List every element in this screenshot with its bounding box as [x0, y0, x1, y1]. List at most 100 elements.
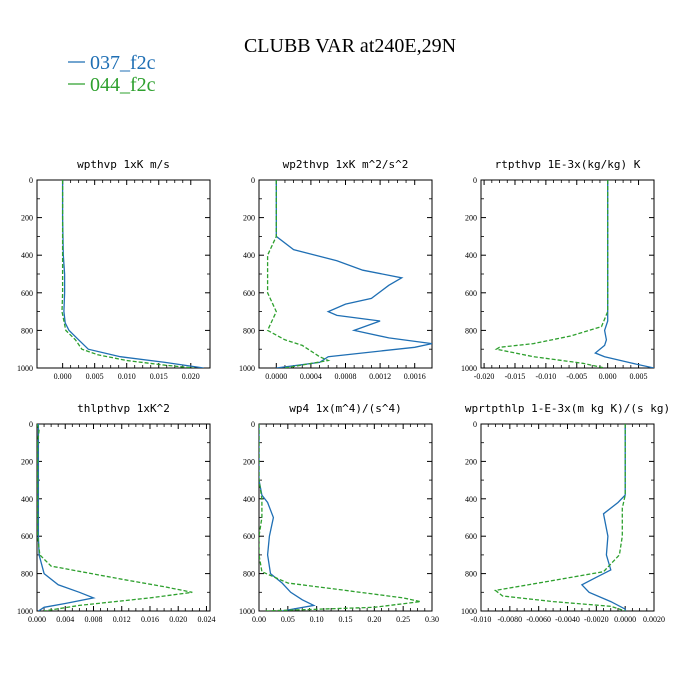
y-tick-label: 0: [251, 176, 255, 185]
plot-frame: [36, 423, 211, 612]
series-line-044_f2c: [61, 180, 195, 368]
panel-title: thlpthvp 1xK^2: [77, 402, 170, 415]
y-tick-label: 600: [465, 532, 477, 541]
x-tick-label: 0.012: [113, 615, 131, 624]
x-tick-label: 0.20: [367, 615, 381, 624]
y-tick-label: 0: [29, 420, 33, 429]
y-tick-label: 600: [21, 289, 33, 298]
panel-title: wp4 1x(m^4)/(s^4): [289, 402, 402, 415]
y-tick-label: 0: [473, 176, 477, 185]
y-tick-label: 400: [465, 495, 477, 504]
x-tick-label: 0.008: [84, 615, 102, 624]
panel-title: wprtpthlp 1-E-3x(m kg K)/(s kg): [465, 402, 670, 415]
legend: 037_f2c 044_f2c: [68, 52, 156, 96]
y-tick-label: 800: [465, 326, 477, 335]
y-tick-label: 1000: [461, 607, 477, 616]
y-tick-label: 1000: [239, 607, 255, 616]
y-tick-label: 200: [21, 214, 33, 223]
x-tick-label: 0.0000: [614, 615, 636, 624]
x-tick-label: 0.15: [339, 615, 353, 624]
y-tick-label: 400: [465, 251, 477, 260]
y-tick-label: 400: [21, 251, 33, 260]
panel-3: rtpthvp 1E-3x(kg/kg) K02004006008001000-…: [461, 158, 655, 381]
x-tick-label: 0.000: [599, 372, 617, 381]
x-tick-label: 0.05: [281, 615, 295, 624]
y-tick-label: 0: [473, 420, 477, 429]
x-tick-label: 0.00: [252, 615, 266, 624]
x-tick-label: 0.015: [150, 372, 168, 381]
y-tick-label: 1000: [461, 364, 477, 373]
x-tick-label: 0.30: [425, 615, 439, 624]
y-tick-label: 200: [243, 214, 255, 223]
y-tick-label: 200: [243, 457, 255, 466]
series-line-044_f2c: [266, 180, 331, 368]
y-tick-label: 200: [21, 457, 33, 466]
x-tick-label: 0.020: [182, 372, 200, 381]
y-tick-label: 400: [243, 251, 255, 260]
x-tick-label: 0.25: [396, 615, 410, 624]
y-tick-label: 1000: [17, 607, 33, 616]
y-tick-label: 0: [251, 420, 255, 429]
series-line-037_f2c: [594, 180, 654, 368]
x-tick-label: 0.0012: [369, 372, 391, 381]
series-line-037_f2c: [275, 180, 432, 368]
series-line-044_f2c: [494, 180, 609, 368]
figure-title: CLUBB VAR at240E,29N: [244, 35, 456, 57]
y-tick-label: 400: [21, 495, 33, 504]
x-tick-label: 0.0016: [404, 372, 426, 381]
x-tick-label: 0.0000: [265, 372, 287, 381]
panel-1: wpthvp 1xK m/s 0 200 400 600 800 1000 0.000 0.00…: [17, 158, 211, 381]
y-tick-label: 800: [243, 326, 255, 335]
series-line-044_f2c: [259, 424, 421, 611]
x-tick-label: 0.005: [630, 372, 648, 381]
x-tick-label: -0.005: [566, 372, 587, 381]
panel-2: wp2thvp 1xK m^2/s^2 0 200 400 600 800 1000 0.00…: [239, 158, 433, 381]
y-tick-label: 600: [465, 289, 477, 298]
x-tick-label: 0.016: [141, 615, 159, 624]
y-tick-label: 800: [243, 570, 255, 579]
plot-frame: [480, 423, 655, 612]
x-tick-label: 0.024: [197, 615, 215, 624]
y-tick-label: 400: [243, 495, 255, 504]
y-tick-label: 200: [465, 214, 477, 223]
x-tick-label: 0.000: [28, 615, 46, 624]
series-line-037_f2c: [61, 180, 204, 368]
x-tick-label: -0.015: [505, 372, 526, 381]
panel-title: rtpthvp 1E-3x(kg/kg) K: [495, 158, 641, 171]
x-tick-label: -0.0080: [497, 615, 522, 624]
y-tick-label: 600: [21, 532, 33, 541]
y-tick-label: 800: [21, 570, 33, 579]
x-tick-label: -0.0060: [526, 615, 551, 624]
series-line-037_f2c: [37, 424, 96, 611]
series-line-044_f2c: [37, 424, 193, 611]
y-tick-label: 600: [243, 532, 255, 541]
y-tick-label: 200: [465, 457, 477, 466]
x-tick-label: 0.004: [56, 615, 74, 624]
legend-label-044: 044_f2c: [90, 74, 156, 96]
y-tick-label: 800: [21, 326, 33, 335]
x-tick-label: 0.020: [169, 615, 187, 624]
x-tick-label: 0.0004: [300, 372, 322, 381]
panel-title: wp2thvp 1xK m^2/s^2: [283, 158, 409, 171]
x-tick-label: 0.10: [310, 615, 324, 624]
x-tick-label: 0.0020: [643, 615, 665, 624]
series-line-037_f2c: [259, 424, 316, 611]
x-tick-label: 0.005: [86, 372, 104, 381]
y-tick-label: 800: [465, 570, 477, 579]
legend-label-037: 037_f2c: [90, 52, 156, 74]
x-tick-label: 0.010: [118, 372, 136, 381]
x-tick-label: -0.0020: [584, 615, 609, 624]
x-tick-label: -0.0040: [555, 615, 580, 624]
y-tick-label: 1000: [17, 364, 33, 373]
y-tick-label: 0: [29, 176, 33, 185]
plot-frame: [480, 179, 655, 369]
x-tick-label: -0.010: [536, 372, 557, 381]
x-tick-label: -0.020: [474, 372, 495, 381]
series-line-037_f2c: [580, 424, 626, 611]
panel-title: wpthvp 1xK m/s: [77, 158, 170, 171]
plot-frame: [258, 423, 433, 612]
x-tick-label: -0.010: [471, 615, 492, 624]
